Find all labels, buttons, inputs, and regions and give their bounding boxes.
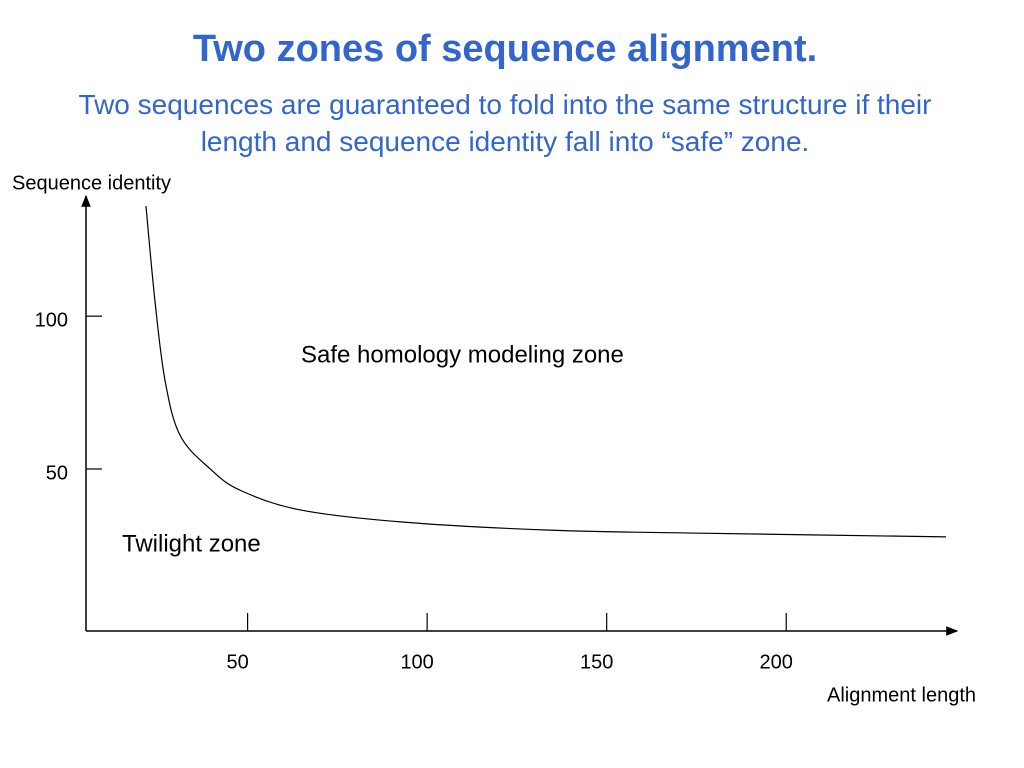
x-tick-label: 50: [226, 651, 248, 673]
slide-title: Two zones of sequence alignment.: [192, 28, 818, 70]
x-tick-label: 150: [580, 651, 613, 673]
annotation: Twilight zone: [122, 530, 261, 557]
annotation: Safe homology modeling zone: [301, 341, 624, 368]
x-tick-label: 100: [400, 651, 433, 673]
curve: [145, 206, 947, 538]
y-tick-label: 100: [35, 309, 68, 331]
y-tick-label: 50: [46, 462, 68, 484]
y-axis-label: Sequence identity: [12, 172, 171, 194]
slide-subtitle: Two sequences are guaranteed to fold int…: [78, 89, 932, 157]
x-axis-label: Alignment length: [827, 684, 976, 706]
x-tick-label: 200: [760, 651, 793, 673]
